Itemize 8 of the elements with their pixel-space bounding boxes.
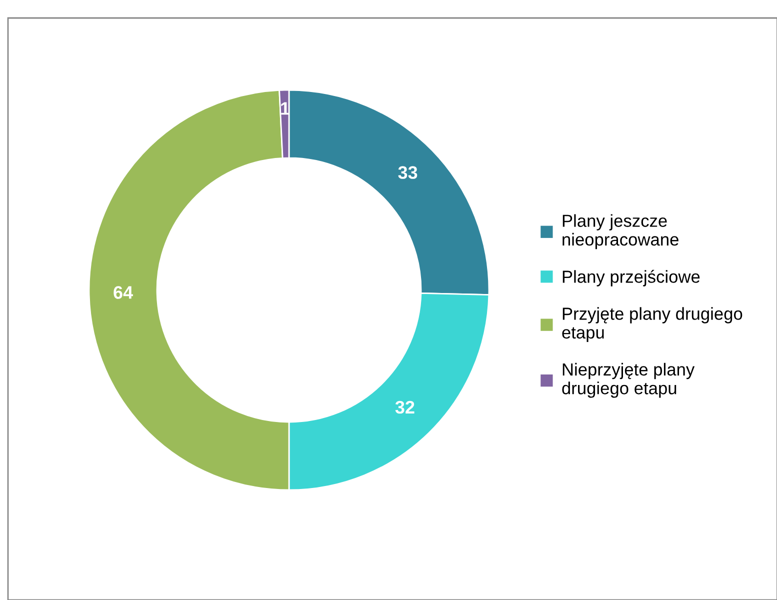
data-label: 32 [395, 400, 414, 414]
legend-label: Nieprzyjęte plany drugiego etapu [562, 362, 695, 398]
legend-label: Plany przejściowe [562, 270, 700, 286]
legend-label: Przyjęte plany drugiego etapu [562, 307, 742, 342]
data-label: 64 [114, 286, 133, 299]
data-label: 1 [281, 102, 290, 115]
data-label: 33 [398, 166, 418, 179]
legend-label: Plany jeszcze nieopracowane [562, 214, 678, 250]
